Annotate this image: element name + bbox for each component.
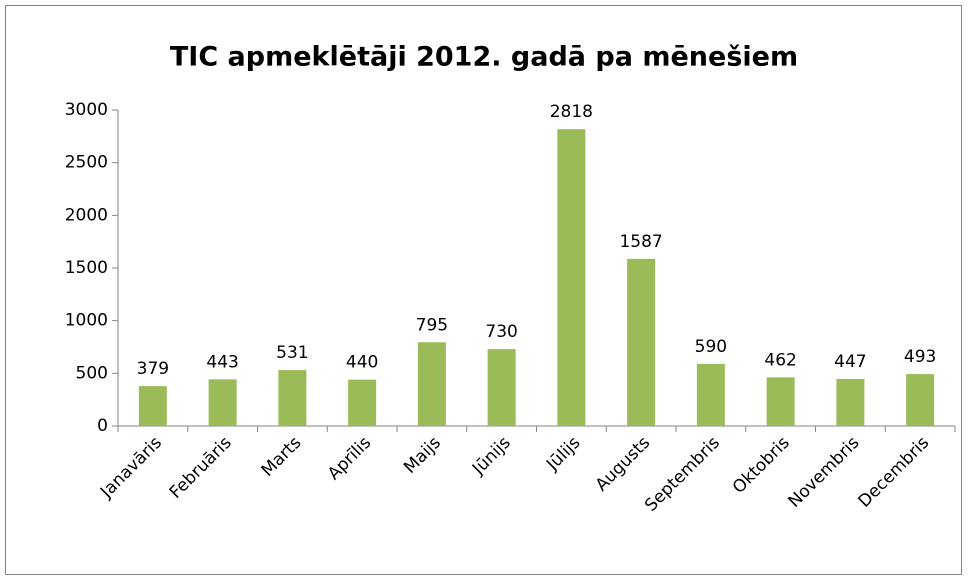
data-label: 447 [834,352,866,372]
data-label: 795 [416,315,448,335]
bar [348,379,377,426]
bar [836,378,865,426]
data-label: 531 [276,343,308,363]
y-tick-label: 1000 [65,311,108,331]
data-label: 379 [137,359,169,379]
data-label: 440 [346,353,378,373]
chart-border [5,5,962,575]
data-label: 493 [904,347,936,367]
data-label: 2818 [550,102,593,122]
data-label: 1587 [619,232,662,252]
bar [906,374,935,426]
y-tick-label: 2000 [65,205,108,225]
y-tick-label: 1500 [65,258,108,278]
data-label: 443 [206,352,238,372]
bar [278,370,307,426]
data-label: 462 [764,350,796,370]
chart-title: TIC apmeklētāji 2012. gadā pa mēnešiem [170,42,798,73]
bar [138,386,167,426]
bar [417,342,446,426]
bar [627,258,656,426]
y-tick-label: 500 [76,363,108,383]
bar [696,363,725,426]
bar [766,377,795,426]
bar [557,129,586,427]
data-label: 590 [695,337,727,357]
bar [487,349,516,426]
y-tick-label: 2500 [65,153,108,173]
y-tick-label: 0 [97,416,108,436]
bar [208,379,237,426]
y-tick-label: 3000 [65,100,108,120]
data-label: 730 [485,322,517,342]
